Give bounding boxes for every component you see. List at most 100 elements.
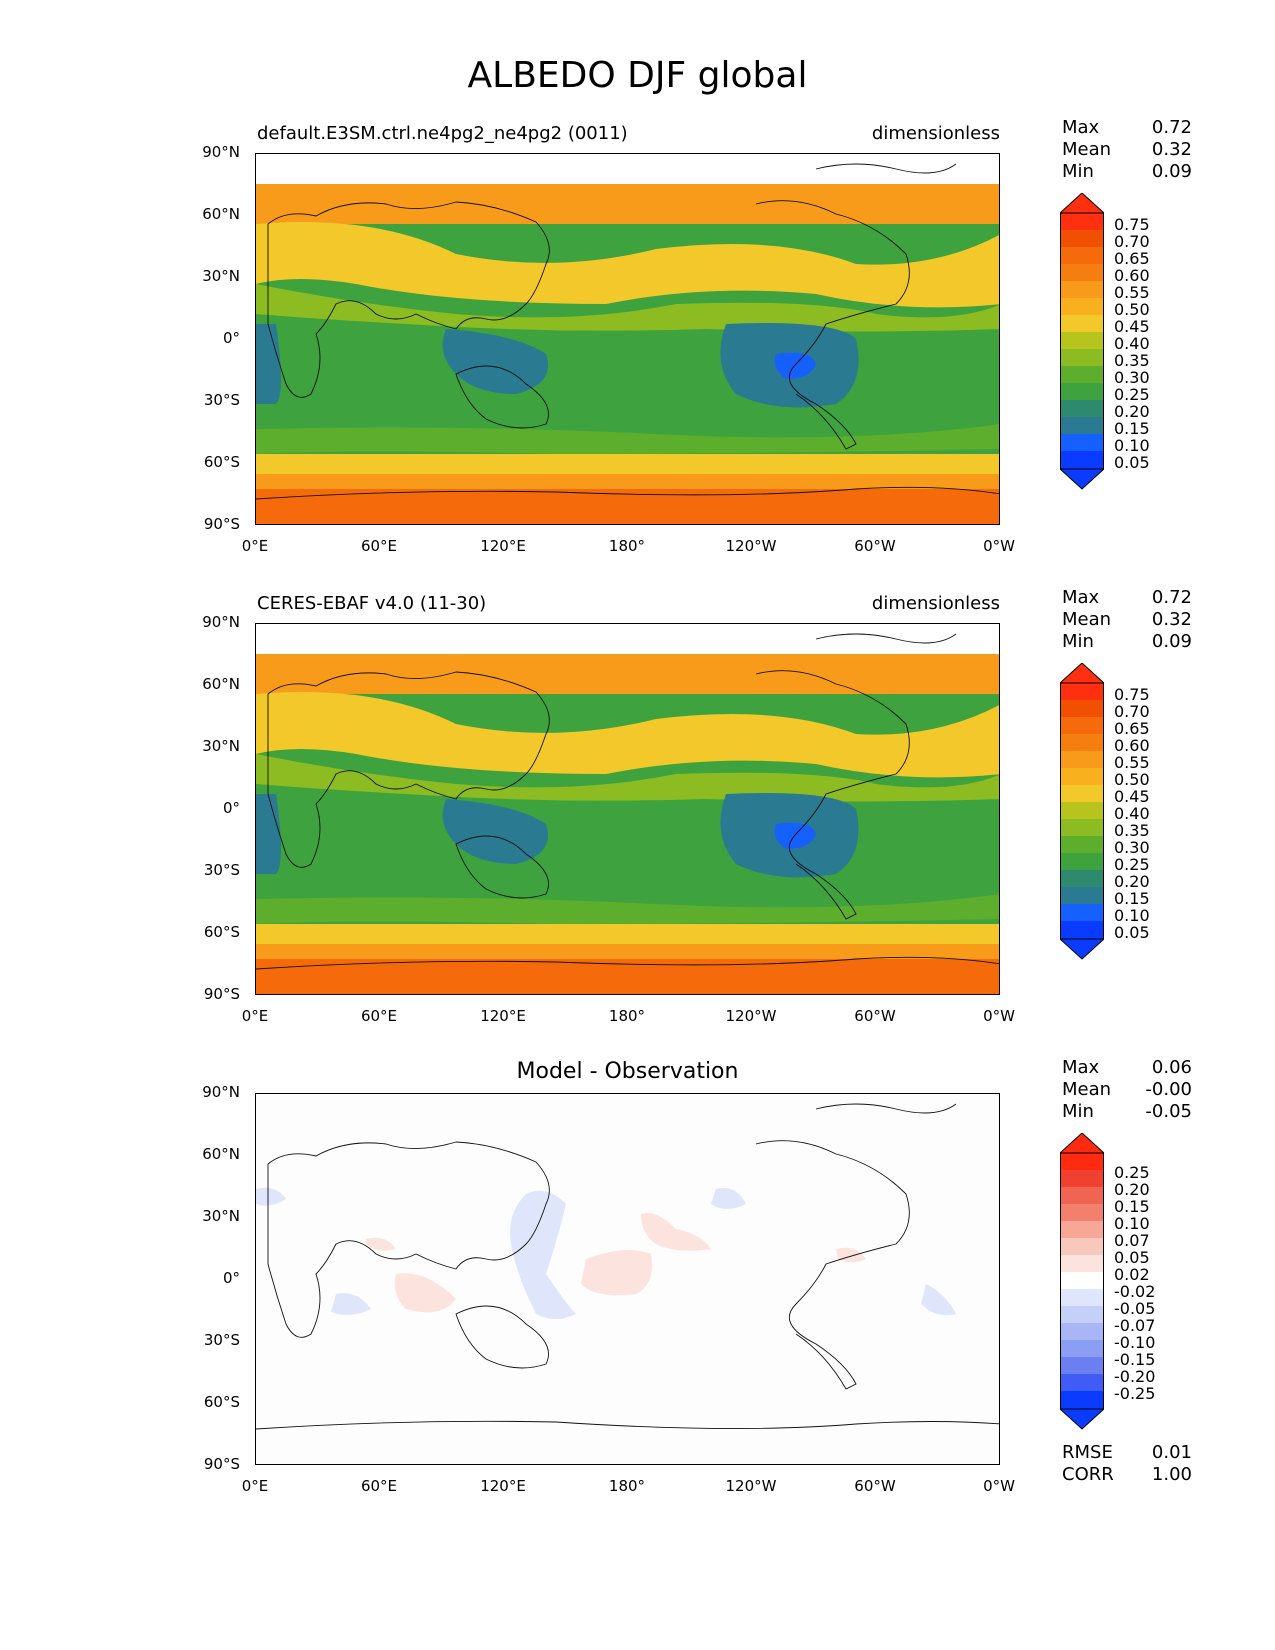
x-tick-label: 0°W: [983, 1007, 1015, 1025]
cb-label: 0.05: [1114, 1248, 1150, 1267]
colorbar: [1058, 192, 1106, 491]
colorbar-svg: [1058, 192, 1106, 490]
cb-label: 0.25: [1114, 1163, 1150, 1182]
panel-diff: Model - Observation 90°N 60°N 30°N 0°: [0, 1055, 1275, 1515]
field-antarctic: [256, 489, 999, 524]
diff-pos-io: [394, 1273, 456, 1313]
cb-swatch: [1060, 298, 1104, 315]
stat-label: Mean: [1062, 1079, 1112, 1100]
stat-label: Min: [1062, 161, 1094, 182]
cb-swatch: [1060, 836, 1104, 853]
y-tick-label: 90°S: [203, 985, 240, 1003]
cb-label: 0.75: [1114, 215, 1150, 234]
cb-label: 0.20: [1114, 1180, 1150, 1199]
cb-swatch: [1060, 1374, 1104, 1391]
metrics-block: RMSE 0.01 CORR 1.00: [1062, 1442, 1192, 1486]
panel-left-title: default.E3SM.ctrl.ne4pg2_ne4pg2 (0011): [257, 123, 628, 144]
stat-label: Mean: [1062, 139, 1112, 160]
cb-label: 0.70: [1114, 232, 1150, 251]
cb-label: -0.07: [1114, 1316, 1156, 1335]
cb-swatch: [1060, 247, 1104, 264]
y-tick-label: 60°N: [202, 205, 240, 223]
map-plot: [255, 1093, 1000, 1465]
y-tick-label: 30°N: [202, 267, 240, 285]
field-eq-low-indo: [442, 329, 548, 394]
cb-label: 0.50: [1114, 300, 1150, 319]
diff-neg-west: [256, 1187, 286, 1206]
map-plot: [255, 153, 1000, 525]
cb-label: 0.45: [1114, 317, 1150, 336]
cb-swatch: [1060, 887, 1104, 904]
stat-value: 0.32: [1151, 139, 1192, 160]
stats-block: Max 0.72 Mean 0.32 Min 0.09: [1062, 587, 1192, 653]
y-tick-label: 30°N: [202, 737, 240, 755]
cb-frame: [1060, 682, 1104, 940]
field-arctic-gap: [256, 154, 999, 184]
stat-value: 0.72: [1151, 117, 1192, 138]
cb-swatch: [1060, 1306, 1104, 1323]
cb-label: -0.15: [1114, 1350, 1156, 1369]
cb-swatch: [1060, 700, 1104, 717]
cb-label: 0.65: [1114, 249, 1150, 268]
cb-swatch: [1060, 1221, 1104, 1238]
figure-title: ALBEDO DJF global: [467, 55, 808, 96]
cb-label: 0.65: [1114, 719, 1150, 738]
diff-neg-sam: [921, 1284, 956, 1316]
cb-swatch: [1060, 870, 1104, 887]
cb-label: 0.10: [1114, 906, 1150, 925]
field-sh-high1: [256, 924, 999, 944]
colorbar-svg: [1058, 1132, 1106, 1430]
metric-value: 1.00: [1151, 1464, 1192, 1485]
field-nh-high: [256, 654, 999, 694]
cb-swatch: [1060, 417, 1104, 434]
cb-swatch: [1060, 383, 1104, 400]
cb-label: 0.60: [1114, 266, 1150, 285]
y-tick-label: 0°: [222, 329, 240, 347]
cb-label: 0.60: [1114, 736, 1150, 755]
field-antarctic: [256, 959, 999, 994]
field-sh-band: [256, 894, 999, 924]
cb-label: 0.20: [1114, 402, 1150, 421]
cb-swatch: [1060, 1153, 1104, 1170]
cb-swatch: [1060, 853, 1104, 870]
cb-swatch: [1060, 819, 1104, 836]
cb-label: -0.02: [1114, 1282, 1156, 1301]
y-tick-label: 0°: [222, 1269, 240, 1287]
x-tick-label: 60°W: [854, 537, 896, 555]
panel-units: dimensionless: [871, 593, 1000, 614]
cb-label: 0.55: [1114, 283, 1150, 302]
cb-swatch: [1060, 1170, 1104, 1187]
field-eq-low-west: [256, 324, 281, 404]
cb-swatch: [1060, 1272, 1104, 1289]
stat-label: Max: [1062, 117, 1100, 138]
cb-label: 0.70: [1114, 702, 1150, 721]
cb-swatch: [1060, 332, 1104, 349]
x-tick-label: 0°E: [241, 1477, 269, 1495]
cb-label: 0.05: [1114, 923, 1150, 942]
diff-neg-pac: [711, 1188, 746, 1209]
cb-label: 0.10: [1114, 436, 1150, 455]
stat-value: 0.09: [1151, 631, 1192, 652]
y-tick-label: 90°N: [202, 1083, 240, 1101]
cb-swatch: [1060, 751, 1104, 768]
cb-swatch: [1060, 1255, 1104, 1272]
x-tick-label: 120°W: [725, 1477, 777, 1495]
cb-label: 0.35: [1114, 821, 1150, 840]
panel-left-title: CERES-EBAF v4.0 (11-30): [257, 593, 487, 614]
cb-label: 0.30: [1114, 368, 1150, 387]
cb-swatch: [1060, 768, 1104, 785]
cb-swatch: [1060, 1357, 1104, 1374]
cb-swatch: [1060, 1391, 1104, 1409]
x-tick-label: 60°E: [360, 1477, 398, 1495]
cb-label: 0.25: [1114, 855, 1150, 874]
cb-label: 0.75: [1114, 685, 1150, 704]
cb-swatch: [1060, 230, 1104, 247]
cb-label: -0.25: [1114, 1384, 1156, 1403]
cb-label: 0.45: [1114, 787, 1150, 806]
diff-pos-pac: [581, 1250, 652, 1296]
map-plot: [255, 623, 1000, 995]
field-nh-mid: [256, 284, 999, 332]
y-tick-label: 0°: [222, 799, 240, 817]
cb-swatch: [1060, 264, 1104, 281]
y-tick-label: 60°S: [203, 453, 240, 471]
